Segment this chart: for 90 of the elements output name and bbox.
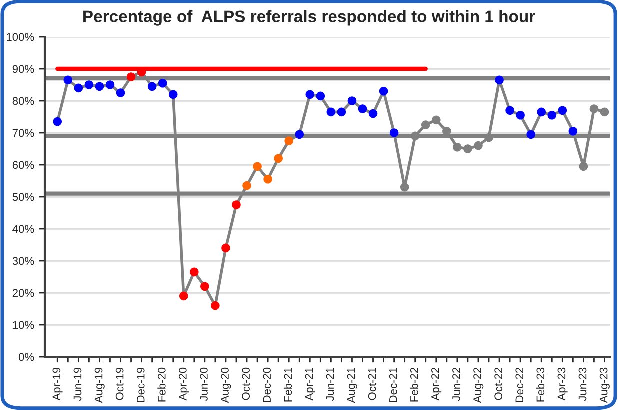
x-tick-label: Feb-22 — [410, 368, 418, 402]
x-tick-label: Feb-23 — [536, 368, 545, 402]
point — [590, 104, 599, 114]
y-tick-label: 30% — [12, 257, 34, 266]
point — [242, 181, 252, 190]
x-tick-label: Aug-23 — [600, 368, 610, 404]
y-tick-label: 40% — [12, 225, 34, 234]
y-tick-label: 50% — [12, 193, 34, 202]
point — [537, 108, 546, 117]
point — [168, 90, 178, 99]
x-tick-label: Aug-20 — [221, 368, 232, 404]
point — [158, 79, 168, 88]
point — [200, 282, 210, 291]
point — [390, 128, 399, 138]
point — [179, 292, 188, 301]
point — [306, 90, 315, 99]
x-tick-label: Jun-21 — [326, 368, 334, 402]
point — [516, 111, 525, 120]
y-tick-label: 90% — [12, 65, 34, 74]
point — [148, 82, 157, 91]
x-tick-label: Dec-19 — [136, 368, 145, 402]
point — [421, 120, 430, 130]
point — [526, 130, 536, 139]
point — [337, 108, 346, 117]
point — [474, 141, 483, 150]
point — [400, 183, 410, 192]
x-tick-label: Apr-23 — [558, 368, 568, 401]
point — [506, 106, 514, 115]
x-tick-label: Jun-20 — [200, 368, 208, 402]
x-tick-label: Feb-21 — [284, 368, 292, 402]
y-tick-label: 70% — [12, 129, 34, 138]
x-tick-label: Dec-21 — [389, 368, 398, 402]
point — [53, 117, 62, 126]
y-tick-label: 80% — [12, 97, 34, 106]
point — [116, 88, 126, 98]
x-tick-label: Oct-20 — [242, 368, 250, 400]
point — [126, 72, 136, 82]
point — [295, 130, 304, 139]
point — [600, 108, 610, 117]
x-tick-label: Jun-19 — [74, 368, 82, 402]
point — [84, 80, 94, 90]
x-tick-label: Jun-23 — [578, 368, 587, 402]
y-tick-label: 20% — [12, 289, 34, 298]
x-tick-label: Apr-20 — [178, 368, 190, 401]
point — [222, 244, 230, 253]
x-tick-label: Aug-19 — [94, 368, 105, 404]
x-tick-label: Feb-20 — [158, 368, 166, 402]
point — [95, 82, 104, 91]
x-tick-label: Dec-20 — [263, 368, 272, 402]
point — [106, 80, 115, 90]
point — [368, 109, 378, 118]
y-tick-label: 10% — [13, 321, 34, 330]
point — [253, 162, 262, 171]
point — [190, 268, 199, 277]
point — [568, 127, 578, 136]
point — [232, 200, 241, 210]
y-tick-label: 100% — [7, 33, 34, 42]
y-tick-label: 60% — [12, 161, 34, 170]
point — [558, 106, 568, 115]
point — [284, 136, 294, 146]
point — [264, 175, 272, 184]
point — [358, 104, 368, 114]
x-tick-label: Apr-22 — [432, 368, 442, 401]
point — [64, 76, 73, 85]
x-tick-label: Oct-21 — [368, 368, 376, 400]
chart-title: Percentage of ALPS referrals responded to within 1 hour — [84, 10, 536, 26]
point — [74, 84, 84, 93]
point — [453, 143, 462, 152]
y-tick-label: 0% — [18, 353, 34, 362]
x-tick-label: Aug-21 — [347, 368, 358, 404]
point — [274, 154, 283, 163]
point — [579, 162, 588, 171]
x-tick-label: Oct-19 — [116, 368, 124, 400]
x-tick-label: Dec-22 — [516, 368, 524, 402]
point — [484, 133, 494, 142]
point — [548, 111, 557, 120]
point — [211, 301, 220, 310]
x-tick-label: Apr-19 — [52, 368, 63, 401]
point — [348, 96, 357, 106]
x-tick-label: Jun-22 — [452, 368, 460, 402]
point — [326, 108, 336, 117]
x-tick-label: Aug-22 — [474, 368, 484, 404]
point — [464, 144, 472, 154]
point — [379, 87, 388, 96]
point — [432, 116, 441, 125]
point — [495, 76, 504, 85]
point — [316, 92, 326, 101]
x-tick-label: Oct-22 — [494, 368, 503, 400]
point — [410, 132, 420, 141]
x-tick-label: Apr-21 — [305, 368, 316, 401]
